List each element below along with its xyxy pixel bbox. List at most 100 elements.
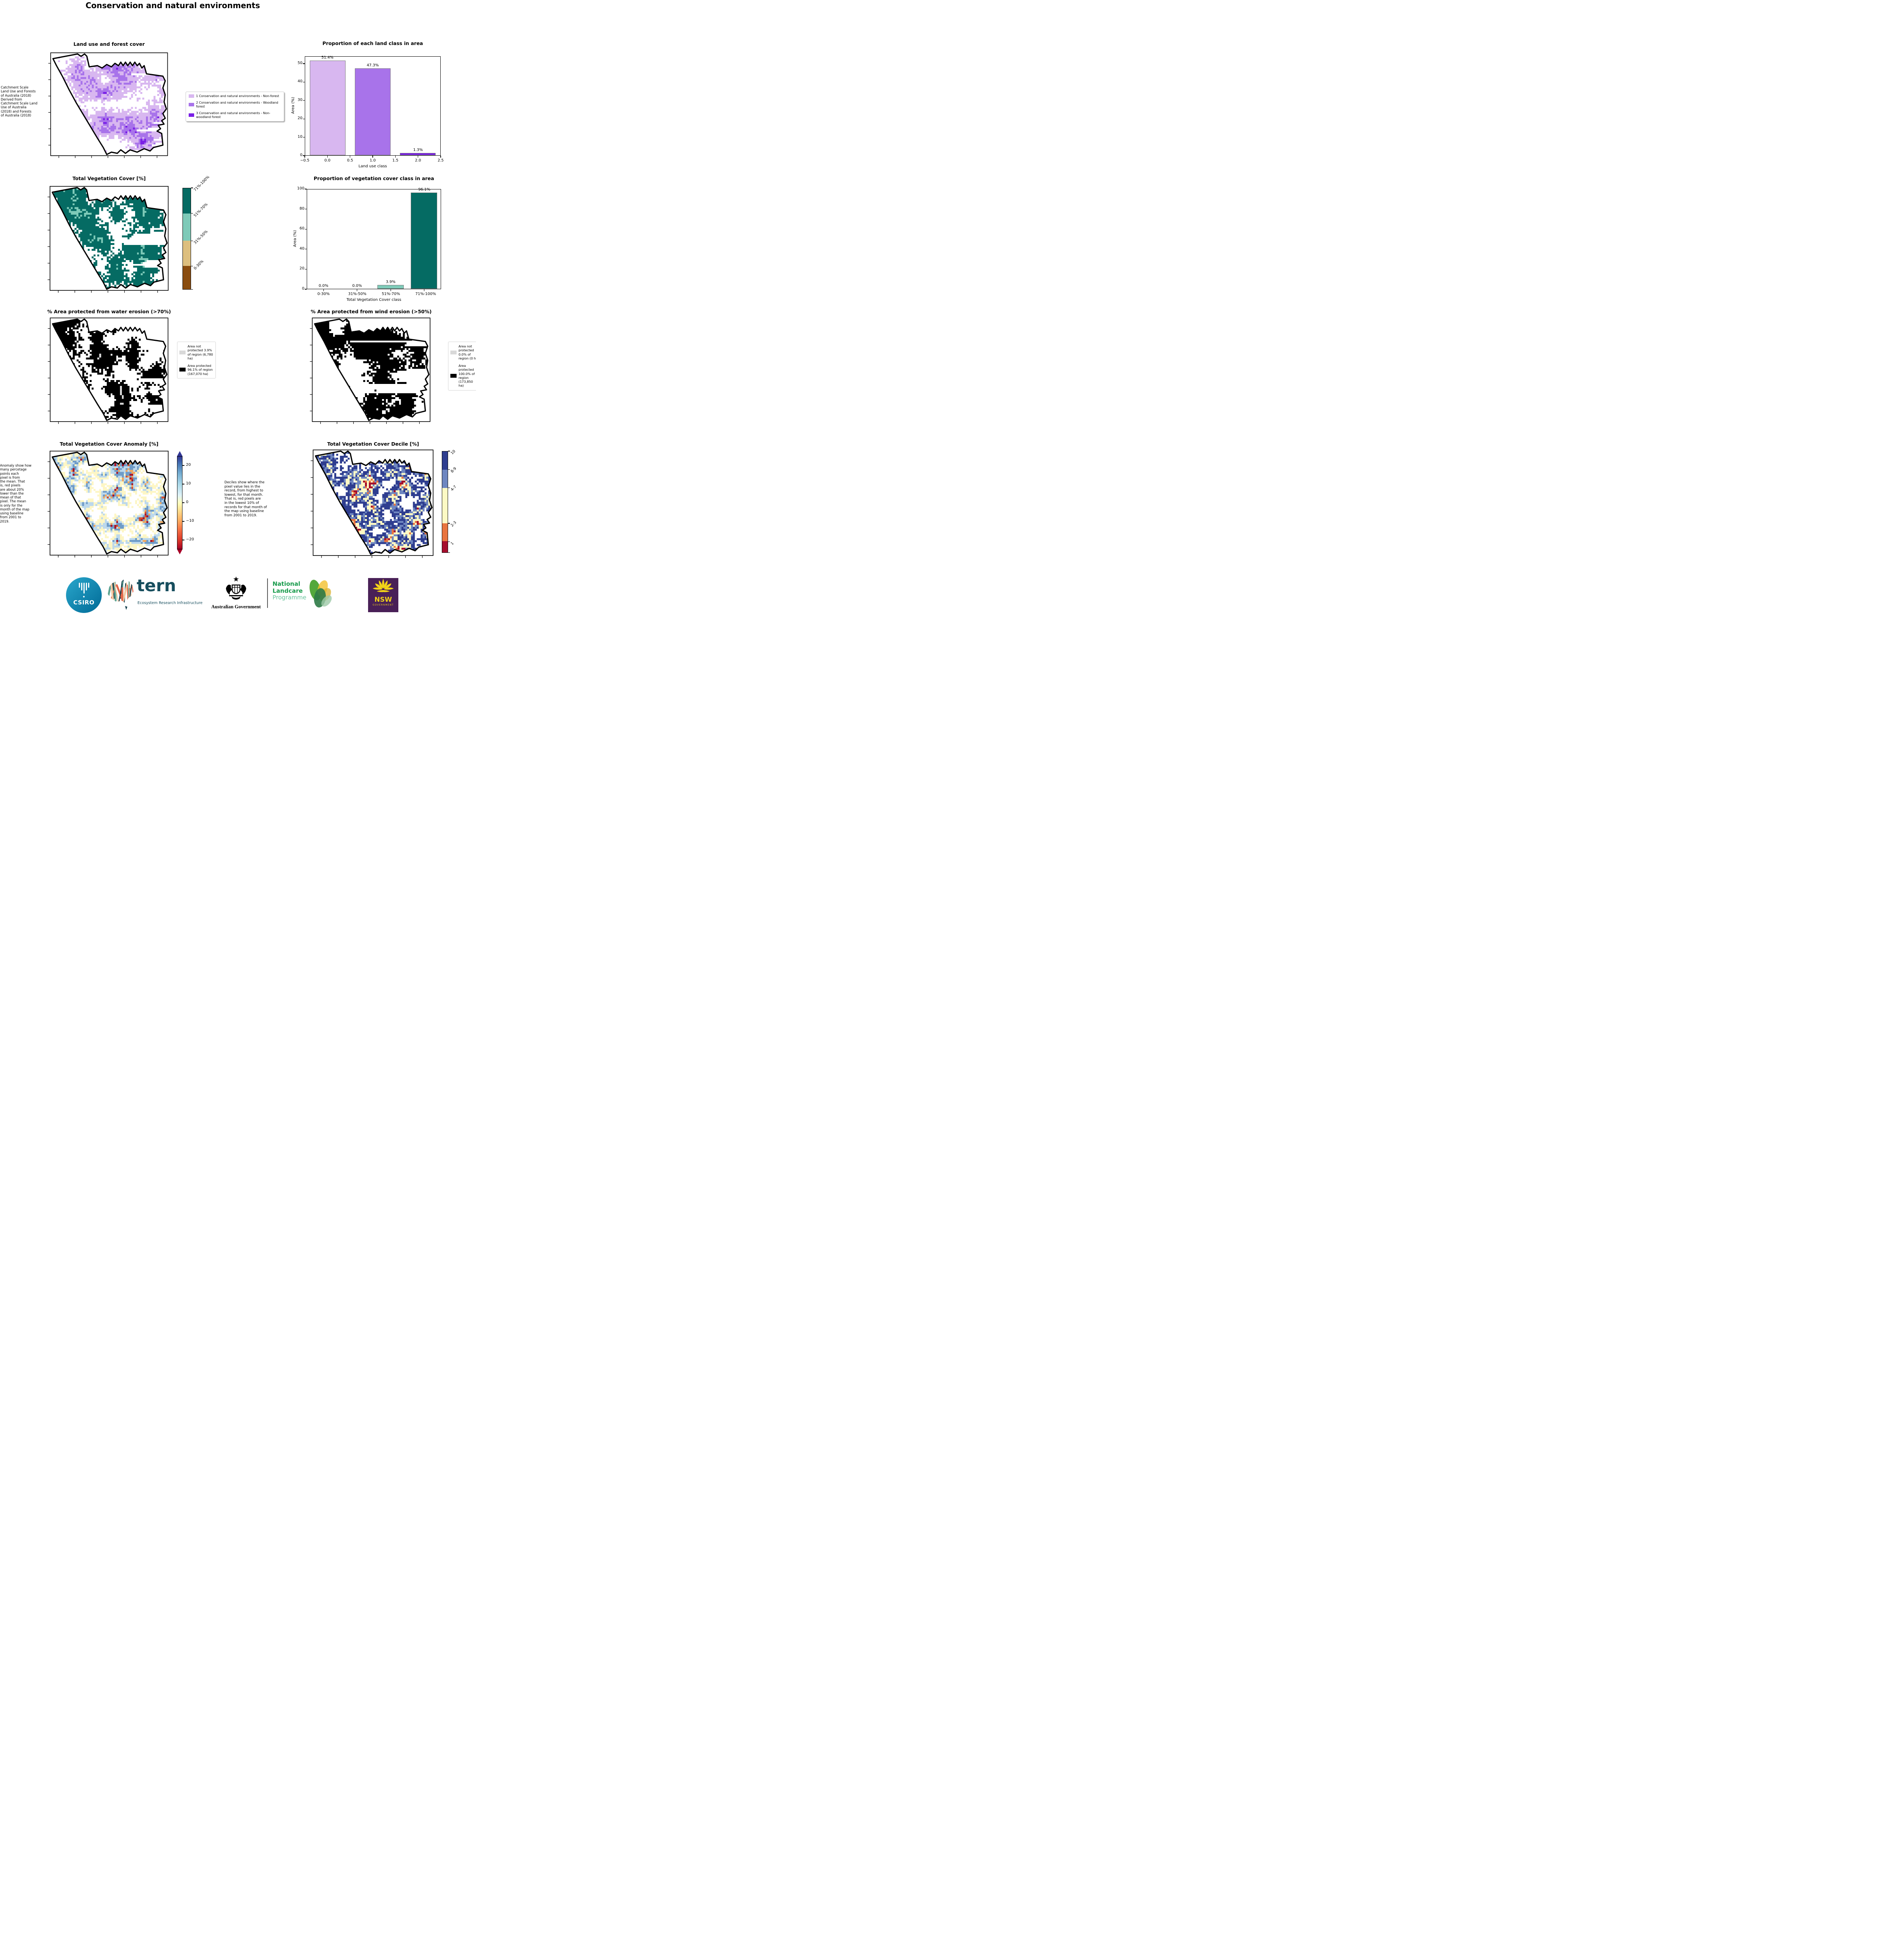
decile-map bbox=[307, 450, 440, 558]
y-tick-mark bbox=[303, 155, 305, 156]
tern-subtitle: Ecosystem Research Infrastructure bbox=[137, 601, 203, 605]
catchment-outline bbox=[52, 53, 167, 155]
y-tick-label: 60 bbox=[299, 226, 304, 231]
page-title: Conservation and natural environments bbox=[85, 1, 260, 10]
axes-frame bbox=[50, 318, 169, 422]
y-tick-label: 40 bbox=[299, 246, 304, 251]
x-tick-label: 0.0 bbox=[324, 158, 331, 163]
vegcover-colorbar: 71%-100% 51%-70% 31%-50% 0-30% bbox=[182, 175, 245, 290]
legend-label: 3 Conservation and natural environments … bbox=[196, 111, 271, 119]
axes-ticks bbox=[47, 196, 158, 293]
colorbar-segment bbox=[183, 241, 191, 266]
x-axis-label: Land use class bbox=[358, 164, 387, 168]
colorbar bbox=[182, 188, 191, 290]
x-axis-label: Total Vegetation Cover class bbox=[346, 298, 401, 302]
map-pixels bbox=[314, 319, 429, 420]
decile-colorbar: 10 8-9 4-7 2-3 1 bbox=[442, 449, 476, 553]
nsw-government-logo: NSW GOVERNMENT bbox=[368, 578, 398, 612]
nsw-government-label: GOVERNMENT bbox=[372, 604, 394, 606]
australian-government-crest-icon bbox=[226, 576, 246, 600]
bar bbox=[400, 153, 436, 155]
colorbar-segment bbox=[442, 488, 448, 523]
colorbar-tick bbox=[191, 213, 193, 214]
x-tick-mark bbox=[327, 156, 328, 158]
axes-frame bbox=[49, 186, 169, 291]
catchment-outline bbox=[52, 451, 168, 555]
map-wind-svg bbox=[310, 318, 431, 424]
legend-item: 2 Conservation and natural environments … bbox=[189, 101, 281, 109]
colorbar-tick-label: −20 bbox=[186, 537, 194, 542]
axes-frame bbox=[50, 52, 168, 156]
x-tick-label: 1.0 bbox=[370, 158, 376, 163]
bar-value-label: 47.3% bbox=[367, 63, 379, 68]
footer-divider bbox=[267, 578, 268, 608]
bar-value-label: 1.3% bbox=[413, 148, 423, 152]
map-water-svg bbox=[48, 318, 169, 424]
y-tick-label: 80 bbox=[299, 206, 304, 211]
csiro-wave-icon bbox=[78, 583, 89, 595]
x-tick-label: 2.5 bbox=[438, 158, 444, 163]
decile-map-title: Total Vegetation Cover Decile [%] bbox=[327, 441, 419, 447]
catchment-outline bbox=[52, 318, 168, 421]
axes-frame bbox=[313, 450, 434, 556]
colorbar-tick bbox=[448, 552, 450, 553]
anomaly-map bbox=[43, 451, 175, 558]
legend-label: Area protected 96.1% of region (167,070 … bbox=[188, 364, 213, 376]
legend-swatch-icon bbox=[179, 368, 186, 372]
x-tick-label: 31%-50% bbox=[348, 292, 367, 296]
water-erosion-legend: Area not protected 3.9% of region (6,780… bbox=[177, 342, 216, 378]
decile-note: Deciles show where the pixel value lies … bbox=[224, 481, 267, 517]
x-tick-mark bbox=[304, 156, 305, 158]
legend-label: Area not protected 3.9% of region (6,780… bbox=[188, 344, 213, 360]
chart-title: Proportion of vegetation cover class in … bbox=[313, 175, 434, 181]
bar-value-label: 0.0% bbox=[318, 284, 328, 288]
vegcover-bar-chart: Proportion of vegetation cover class in … bbox=[287, 175, 453, 307]
wind-erosion-legend: Area not protected 0.0% of region (0 ha)… bbox=[448, 342, 476, 391]
x-tick-label: 71%-100% bbox=[415, 292, 436, 296]
bar-value-label: 51.4% bbox=[321, 56, 334, 60]
tern-australia-icon bbox=[107, 580, 134, 610]
tern-logo-name: tern bbox=[137, 576, 176, 595]
axes-frame bbox=[312, 318, 431, 422]
colorbar-segment bbox=[183, 214, 191, 241]
legend-item: Area protected 100.0% of region (173,850… bbox=[450, 364, 476, 388]
colorbar-segment bbox=[442, 523, 448, 542]
y-tick-label: 40 bbox=[297, 79, 302, 84]
chart-plot-area bbox=[307, 189, 441, 289]
colorbar-arrow-down bbox=[177, 549, 182, 554]
colorbar-segment bbox=[442, 541, 448, 552]
axes-ticks bbox=[48, 63, 158, 158]
legend-item: Area not protected 0.0% of region (0 ha) bbox=[450, 344, 476, 360]
x-tick-mark bbox=[440, 156, 441, 158]
axes-frame bbox=[49, 451, 169, 556]
y-axis-label: Area (%) bbox=[293, 230, 297, 247]
colorbar-gradient bbox=[177, 456, 182, 549]
legend-label: 2 Conservation and natural environments … bbox=[196, 101, 278, 108]
map-pixels bbox=[52, 319, 167, 420]
colorbar-tick-label: 10 bbox=[186, 481, 191, 486]
csiro-logo: CSIRO bbox=[66, 577, 102, 613]
anomaly-colorbar: 20 10 0 −10 −20 bbox=[177, 451, 216, 555]
map-decile-svg bbox=[311, 450, 434, 558]
axes-ticks bbox=[311, 460, 423, 558]
colorbar-label: 1 bbox=[450, 541, 455, 546]
x-tick-label: 0.5 bbox=[347, 158, 353, 163]
anomaly-map-title: Total Vegetation Cover Anomaly [%] bbox=[59, 441, 159, 447]
landuse-map-title: Land use and forest cover bbox=[73, 41, 145, 47]
water-erosion-map bbox=[43, 318, 175, 424]
legend-swatch-icon bbox=[189, 94, 194, 98]
colorbar-label: 31%-50% bbox=[193, 229, 209, 245]
map-pixels bbox=[52, 188, 167, 289]
x-tick-label: 0-30% bbox=[317, 292, 330, 296]
colorbar-label: 10 bbox=[450, 449, 457, 456]
legend-item: 3 Conservation and natural environments … bbox=[189, 111, 281, 119]
legend-swatch-icon bbox=[189, 113, 194, 117]
anomaly-note: Anomaly show how many percetage points e… bbox=[0, 464, 31, 523]
y-tick-label: 0 bbox=[300, 153, 302, 157]
catchment-outline bbox=[52, 187, 168, 290]
colorbar-segment bbox=[442, 469, 448, 488]
bar bbox=[410, 193, 438, 289]
nsw-label: NSW bbox=[374, 596, 392, 604]
landuse-map bbox=[43, 52, 175, 158]
y-tick-label: 100 bbox=[297, 186, 304, 191]
